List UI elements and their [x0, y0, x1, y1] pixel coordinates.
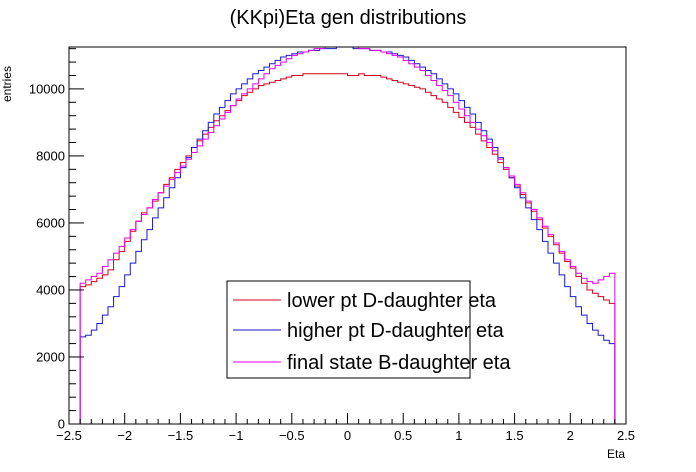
x-axis-label: Eta: [607, 447, 625, 461]
legend: lower pt D-daughter eta higher pt D-daugh…: [226, 280, 511, 379]
axes-layer: [68, 46, 627, 425]
y-tick-label: 8000: [36, 148, 65, 163]
y-tick-label: 6000: [36, 215, 65, 230]
x-tick-label: −1.5: [168, 428, 194, 443]
y-tick-label: 2000: [36, 349, 65, 364]
x-tick-label: 2.5: [617, 428, 635, 443]
y-tick-label: 4000: [36, 282, 65, 297]
chart-title: (KKpi)Eta gen distributions: [230, 7, 467, 29]
x-tick-label: 1: [455, 428, 462, 443]
legend-label-1: higher pt D-daughter eta: [287, 320, 505, 342]
legend-label-0: lower pt D-daughter eta: [287, 290, 497, 312]
x-tick-label: 1.5: [506, 428, 524, 443]
x-tick-label: 0: [344, 428, 351, 443]
tick-labels: −2.5 −2 −1.5 −1 −0.5 0 0.5 1 1.5 2 2.5 0 2000 4000 600…: [29, 81, 635, 443]
x-tick-label: −2.5: [56, 428, 82, 443]
x-tick-label: −2: [117, 428, 132, 443]
x-tick-label: −1: [229, 428, 244, 443]
x-tick-label: −0.5: [279, 428, 305, 443]
x-tick-label: 2: [567, 428, 574, 443]
y-tick-label: 10000: [29, 81, 65, 96]
legend-label-2: final state B-daughter eta: [287, 352, 511, 374]
y-axis-label: entries: [0, 66, 14, 102]
y-tick-label: 0: [58, 417, 65, 432]
x-tick-label: 0.5: [394, 428, 412, 443]
